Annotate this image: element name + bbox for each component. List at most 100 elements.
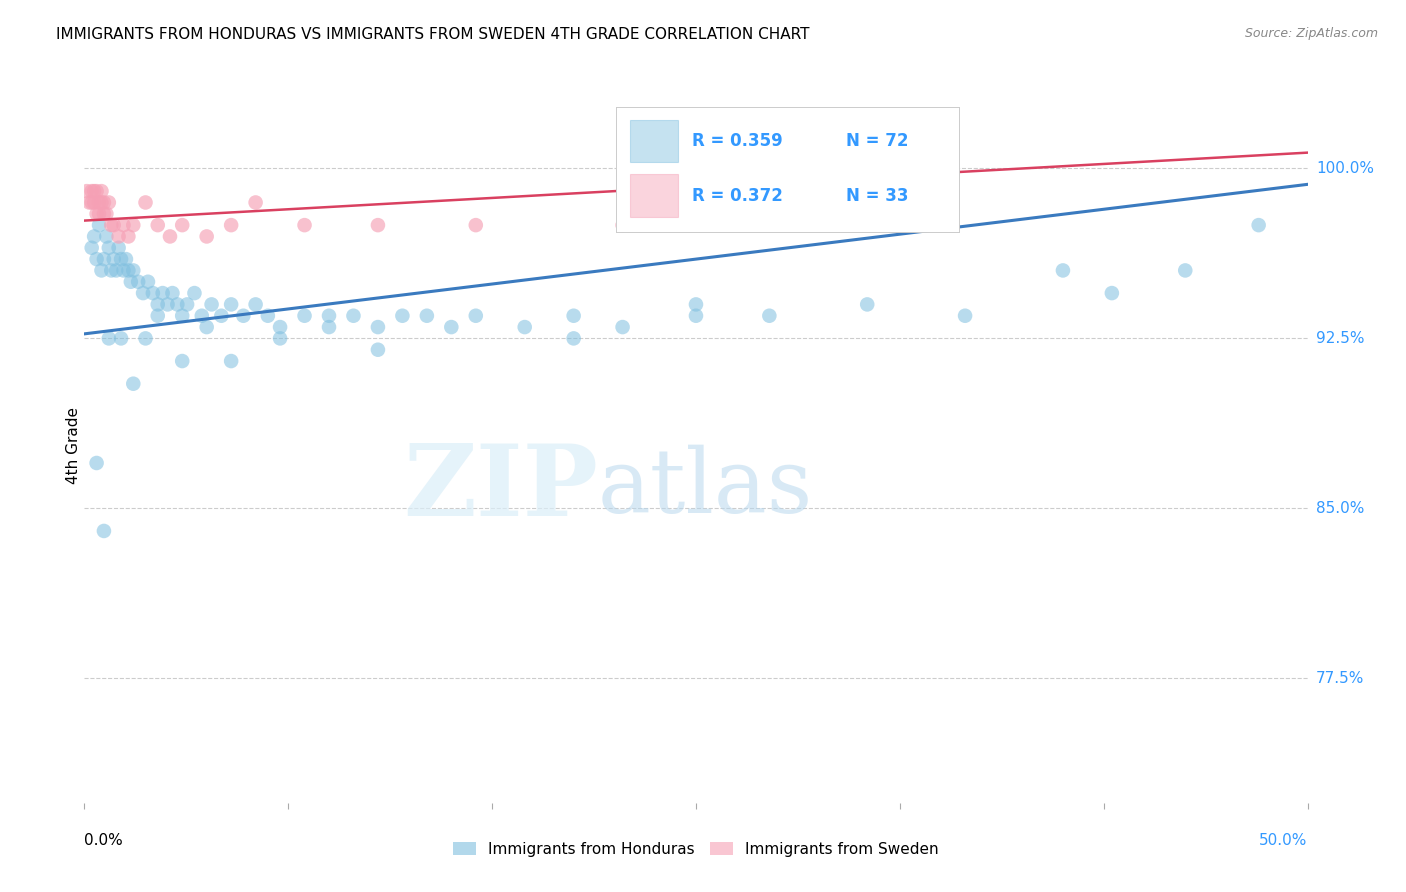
Point: [120, 275, 142, 289]
Point: [219, 297, 242, 311]
Point: [90, 184, 112, 198]
Point: [135, 195, 157, 210]
Point: [200, 297, 222, 311]
Point: [219, 218, 242, 232]
Point: [612, 218, 634, 232]
Point: [318, 320, 340, 334]
Point: [115, 252, 138, 266]
Point: [86, 184, 108, 198]
Point: [245, 195, 267, 210]
Point: [440, 320, 463, 334]
Point: [146, 218, 169, 232]
Text: 50.0%: 50.0%: [1260, 833, 1308, 848]
Point: [132, 286, 155, 301]
Point: [367, 320, 389, 334]
Point: [122, 376, 145, 391]
Text: ZIP: ZIP: [404, 441, 598, 537]
Point: [97, 195, 120, 210]
Point: [103, 218, 125, 232]
Point: [146, 309, 169, 323]
Point: [156, 297, 179, 311]
Point: [110, 252, 132, 266]
Point: [195, 229, 218, 244]
Point: [162, 286, 184, 301]
Point: [86, 456, 108, 470]
Point: [172, 218, 194, 232]
Point: [83, 195, 105, 210]
Point: [562, 331, 585, 345]
Point: [159, 229, 181, 244]
Point: [90, 263, 112, 277]
Point: [562, 309, 585, 323]
Point: [93, 252, 115, 266]
Point: [856, 297, 879, 311]
Text: 77.5%: 77.5%: [1316, 671, 1364, 686]
Point: [342, 309, 364, 323]
Point: [219, 354, 242, 368]
Point: [97, 331, 120, 345]
Text: atlas: atlas: [598, 445, 813, 533]
Point: [97, 241, 120, 255]
Point: [209, 309, 232, 323]
Point: [80, 241, 103, 255]
Point: [758, 309, 780, 323]
Point: [367, 343, 389, 357]
Point: [135, 331, 157, 345]
Point: [112, 218, 135, 232]
Point: [96, 207, 118, 221]
Text: 0.0%: 0.0%: [84, 833, 124, 848]
Point: [77, 195, 100, 210]
Y-axis label: 4th Grade: 4th Grade: [66, 408, 80, 484]
Point: [269, 331, 291, 345]
Text: 100.0%: 100.0%: [1316, 161, 1374, 176]
Point: [105, 263, 128, 277]
Point: [191, 309, 214, 323]
Point: [80, 184, 103, 198]
Point: [93, 195, 115, 210]
Point: [112, 263, 135, 277]
Point: [685, 297, 707, 311]
Point: [107, 241, 129, 255]
Point: [294, 218, 316, 232]
Point: [1247, 218, 1270, 232]
Point: [1101, 286, 1123, 301]
Point: [100, 263, 122, 277]
Point: [318, 309, 340, 323]
Point: [1052, 263, 1074, 277]
Point: [90, 195, 112, 210]
Text: IMMIGRANTS FROM HONDURAS VS IMMIGRANTS FROM SWEDEN 4TH GRADE CORRELATION CHART: IMMIGRANTS FROM HONDURAS VS IMMIGRANTS F…: [56, 27, 810, 42]
Point: [257, 309, 280, 323]
Point: [96, 229, 118, 244]
Point: [172, 309, 194, 323]
Point: [953, 309, 976, 323]
Point: [513, 320, 536, 334]
Point: [166, 297, 188, 311]
Point: [76, 184, 98, 198]
Point: [100, 218, 122, 232]
Text: 92.5%: 92.5%: [1316, 331, 1364, 346]
Point: [612, 320, 634, 334]
Point: [80, 195, 103, 210]
Point: [86, 252, 108, 266]
Point: [685, 309, 707, 323]
Point: [87, 218, 110, 232]
Point: [1174, 263, 1197, 277]
Point: [136, 275, 159, 289]
Point: [110, 331, 132, 345]
Point: [464, 218, 486, 232]
Point: [122, 263, 145, 277]
Point: [195, 320, 218, 334]
Point: [367, 218, 389, 232]
Point: [152, 286, 174, 301]
Text: Source: ZipAtlas.com: Source: ZipAtlas.com: [1244, 27, 1378, 40]
Point: [416, 309, 439, 323]
Point: [172, 354, 194, 368]
Point: [269, 320, 291, 334]
Point: [127, 275, 149, 289]
Point: [391, 309, 413, 323]
Point: [87, 207, 110, 221]
Point: [183, 286, 205, 301]
Point: [93, 524, 115, 538]
Point: [245, 297, 267, 311]
Point: [93, 207, 115, 221]
